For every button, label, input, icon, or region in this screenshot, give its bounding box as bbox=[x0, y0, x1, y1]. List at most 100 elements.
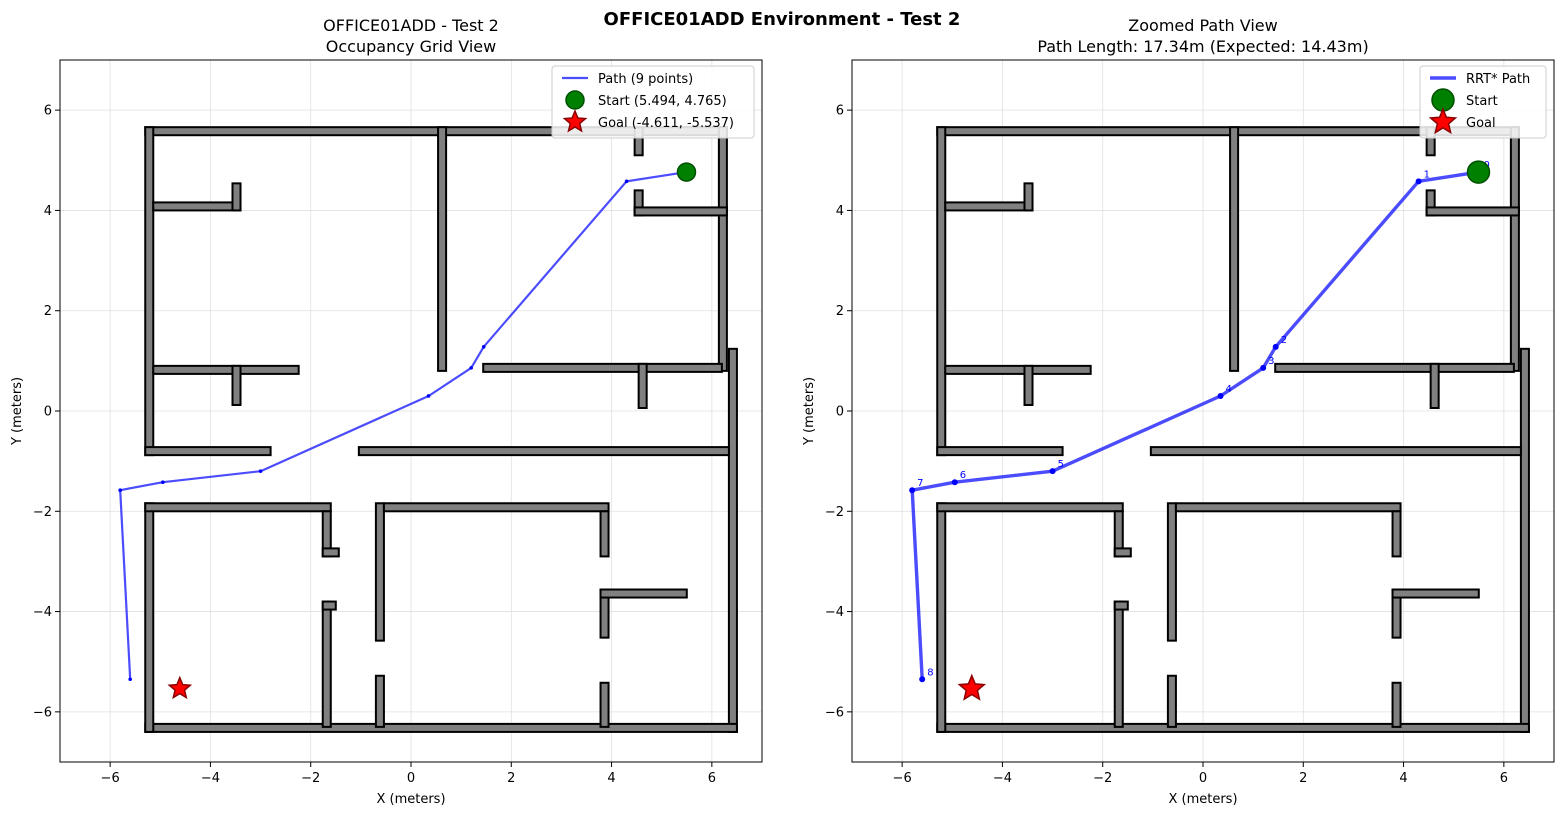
wall-segment bbox=[374, 674, 385, 728]
wall-segment bbox=[1174, 502, 1402, 513]
x-tick-label: −6 bbox=[893, 771, 912, 786]
wall-segment bbox=[936, 126, 947, 457]
legend-entry: Goal bbox=[1466, 116, 1496, 131]
y-tick-label: 0 bbox=[836, 405, 844, 420]
y-tick-label: 0 bbox=[44, 405, 52, 420]
wall-segment bbox=[1391, 588, 1480, 599]
wall-segment bbox=[717, 126, 728, 372]
waypoint-label: 1 bbox=[1424, 169, 1430, 180]
wall-segment bbox=[1023, 182, 1034, 212]
wall-segment bbox=[1113, 600, 1129, 611]
waypoint-dot bbox=[469, 366, 473, 370]
legend-entry: Start (5.494, 4.765) bbox=[598, 94, 727, 109]
legend-goal-swatch bbox=[1428, 107, 1458, 135]
occupancy-walls bbox=[936, 126, 1530, 733]
subplot-occupancy-grid: OFFICE01ADD - Test 2 Occupancy Grid View… bbox=[10, 16, 763, 807]
subplot-title-line2: Path Length: 17.34m (Expected: 14.43m) bbox=[1037, 37, 1368, 56]
legend-start-swatch bbox=[565, 90, 585, 110]
x-tick-label: −2 bbox=[301, 771, 320, 786]
wall-segment bbox=[482, 362, 723, 373]
x-tick-label: 4 bbox=[607, 771, 615, 786]
x-tick-label: −6 bbox=[101, 771, 120, 786]
x-tick-label: 2 bbox=[1299, 771, 1307, 786]
x-tick-label: −4 bbox=[993, 771, 1012, 786]
wall-segment bbox=[144, 446, 272, 457]
waypoint-dot bbox=[426, 394, 431, 398]
wall-segment bbox=[599, 681, 610, 728]
x-tick-label: 2 bbox=[507, 771, 515, 786]
wall-segment bbox=[144, 502, 332, 513]
grid-lines bbox=[852, 60, 1554, 762]
subplot-title-line1: Zoomed Path View bbox=[1128, 16, 1277, 35]
start-marker bbox=[676, 162, 697, 182]
waypoint-dot bbox=[624, 179, 629, 184]
wall-segment bbox=[152, 201, 242, 212]
wall-segment bbox=[321, 600, 337, 611]
waypoint-dot bbox=[481, 345, 486, 349]
legend-entry: Goal (-4.611, -5.537) bbox=[598, 116, 734, 131]
legend: Path (9 points) Start (5.494, 4.765) Goal … bbox=[551, 65, 755, 139]
wall-segment bbox=[321, 600, 332, 728]
legend-entry: Path (9 points) bbox=[598, 72, 693, 87]
waypoint-dot bbox=[128, 677, 132, 682]
waypoint-dot bbox=[1217, 392, 1224, 399]
waypoint-label: 4 bbox=[1226, 384, 1232, 395]
wall-segment bbox=[357, 446, 730, 457]
waypoint-dot bbox=[1272, 343, 1279, 350]
wall-segment bbox=[727, 347, 738, 733]
legend-entry: Start bbox=[1466, 94, 1498, 109]
wall-segment bbox=[637, 362, 648, 409]
wall-segment bbox=[1429, 362, 1440, 409]
wall-segment bbox=[936, 722, 1530, 733]
waypoint-dot bbox=[909, 487, 916, 494]
wall-segment bbox=[1274, 362, 1515, 373]
y-tick-label: 4 bbox=[44, 204, 52, 219]
x-tick-label: 6 bbox=[708, 771, 716, 786]
x-axis-label: X (meters) bbox=[376, 792, 445, 807]
wall-segment bbox=[231, 364, 242, 406]
goal-marker bbox=[167, 675, 193, 700]
wall-segment bbox=[321, 547, 340, 558]
y-tick-label: −2 bbox=[33, 505, 52, 520]
wall-segment bbox=[944, 201, 1034, 212]
waypoint-label: 5 bbox=[1058, 459, 1064, 470]
start-marker bbox=[1466, 160, 1491, 184]
y-tick-label: 4 bbox=[836, 204, 844, 219]
subplot-zoomed-path: Zoomed Path View Path Length: 17.34m (Ex… bbox=[802, 16, 1555, 807]
x-tick-label: 0 bbox=[1199, 771, 1207, 786]
y-tick-label: 2 bbox=[836, 304, 844, 319]
wall-segment bbox=[1113, 600, 1124, 728]
waypoint-label: 6 bbox=[960, 470, 966, 481]
x-tick-label: −4 bbox=[201, 771, 220, 786]
y-axis-label: Y (meters) bbox=[10, 377, 25, 446]
wall-segment bbox=[382, 502, 610, 513]
tick-labels: −6 −6 −4 −4 −2 −2 0 0 2 2 4 4 6 6 bbox=[33, 104, 716, 786]
y-tick-label: 2 bbox=[44, 304, 52, 319]
waypoint-dot bbox=[1049, 468, 1056, 475]
subplot-title-line1: OFFICE01ADD - Test 2 bbox=[323, 16, 499, 35]
y-tick-label: −2 bbox=[825, 505, 844, 520]
wall-segment bbox=[144, 722, 738, 733]
x-tick-label: 4 bbox=[1399, 771, 1407, 786]
waypoint-dot bbox=[1260, 364, 1267, 371]
y-tick-label: −4 bbox=[825, 605, 844, 620]
wall-segment bbox=[633, 206, 728, 217]
wall-segment bbox=[936, 502, 1124, 513]
waypoint-label: 2 bbox=[1281, 335, 1287, 346]
legend-entry: RRT* Path bbox=[1466, 72, 1530, 87]
wall-segment bbox=[437, 126, 448, 372]
wall-segment bbox=[1229, 126, 1240, 372]
wall-segment bbox=[936, 502, 947, 733]
x-tick-label: −2 bbox=[1093, 771, 1112, 786]
y-tick-label: −4 bbox=[33, 605, 52, 620]
path-layer bbox=[118, 162, 697, 700]
occupancy-walls bbox=[144, 126, 738, 733]
subplot-title-line2: Occupancy Grid View bbox=[326, 37, 496, 56]
y-tick-label: −6 bbox=[33, 705, 52, 720]
grid-lines bbox=[60, 60, 762, 762]
waypoint-dot bbox=[160, 480, 165, 485]
y-axis-label: Y (meters) bbox=[802, 377, 817, 446]
legend-goal-swatch bbox=[562, 109, 588, 133]
x-axis-label: X (meters) bbox=[1168, 792, 1237, 807]
wall-segment bbox=[152, 364, 300, 375]
